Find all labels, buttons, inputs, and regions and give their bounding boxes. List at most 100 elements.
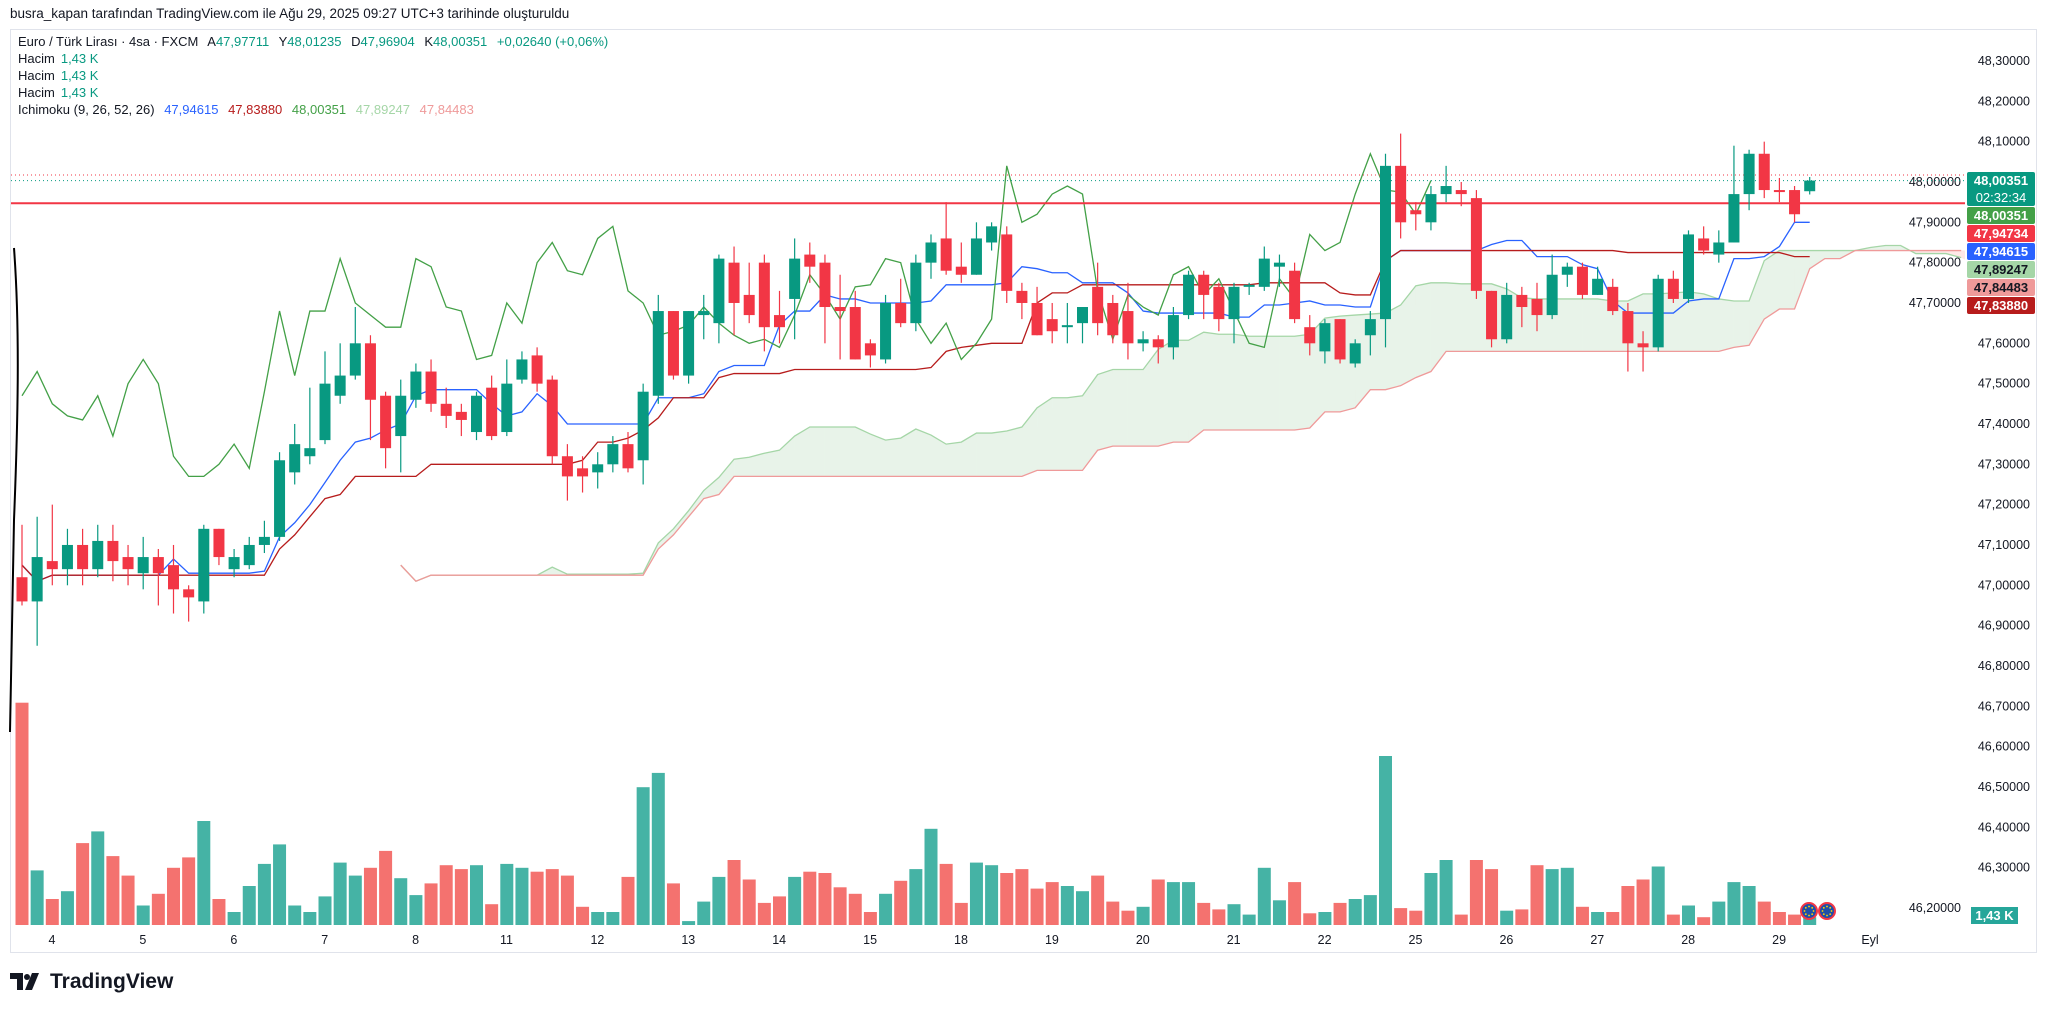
candle-up xyxy=(1425,194,1437,223)
candle-up xyxy=(1546,274,1558,316)
volume-bar xyxy=(1000,873,1014,925)
candle-up xyxy=(516,359,528,380)
cloud-segment xyxy=(840,426,856,477)
candle-down xyxy=(380,395,392,449)
candle-up xyxy=(1273,262,1285,267)
cloud-segment xyxy=(1688,291,1704,352)
cloud-segment xyxy=(855,426,871,477)
cloud-segment xyxy=(1915,250,1931,254)
flag-star xyxy=(1822,913,1825,916)
time-tick-label: 5 xyxy=(139,933,146,947)
price-tick-label: 47,40000 xyxy=(1978,417,2030,431)
volume-bar xyxy=(1409,910,1423,925)
cloud-segment xyxy=(946,442,962,477)
tradingview-logo-icon xyxy=(10,973,39,990)
candle-up xyxy=(607,444,619,465)
tradingview-logo[interactable]: TradingView xyxy=(10,970,173,994)
volume-value: 1,43 K xyxy=(60,68,99,83)
cloud-segment xyxy=(870,434,886,477)
cloud-segment xyxy=(1461,283,1477,352)
cloud-segment xyxy=(1203,332,1219,431)
volume-bar xyxy=(318,896,332,925)
cloud-segment xyxy=(1234,334,1250,431)
volume-bar xyxy=(394,878,408,925)
candle-down xyxy=(213,528,225,558)
volume-bar xyxy=(1469,860,1483,925)
volume-bar xyxy=(470,865,483,925)
candle-down xyxy=(1667,278,1679,299)
candle-up xyxy=(61,544,73,570)
volume-bar xyxy=(1606,912,1620,925)
candle-up xyxy=(1319,323,1331,352)
price-tick-label: 47,60000 xyxy=(1978,336,2030,350)
cloud-segment xyxy=(1718,298,1734,352)
volume-bar xyxy=(1091,875,1105,925)
cloud-segment xyxy=(1870,245,1886,251)
ichimoku-legend[interactable]: Ichimoku (9, 26, 52, 26) 47,94615 47,838… xyxy=(18,101,614,118)
price-tag: 47,94615 xyxy=(1967,243,2035,261)
time-tick-label: Eyl xyxy=(1861,933,1878,947)
time-tick-label: 28 xyxy=(1681,933,1695,947)
price-tag: 47,84483 xyxy=(1967,279,2035,297)
candle-down xyxy=(455,411,467,420)
candle-up xyxy=(1743,153,1755,195)
close-label: K xyxy=(424,34,434,49)
candle-up xyxy=(304,448,316,457)
volume-bar xyxy=(1030,888,1044,925)
candle-down xyxy=(1758,153,1770,191)
candle-up xyxy=(880,302,892,360)
cloud-segment xyxy=(1764,250,1780,320)
candle-down xyxy=(152,557,164,574)
cloud-segment xyxy=(1885,245,1901,251)
candle-down xyxy=(46,561,58,570)
volume-bar xyxy=(1348,899,1362,925)
volume-bar xyxy=(742,879,756,925)
flag-circle xyxy=(1800,902,1818,920)
logo-text: TradingView xyxy=(50,970,174,993)
symbol-title[interactable]: Euro / Türk Lirası · 4sa · FXCM xyxy=(18,34,199,49)
volume-legend-1[interactable]: Hacim 1,43 K xyxy=(18,50,614,67)
candle-up xyxy=(970,238,982,275)
volume-bar xyxy=(606,912,620,925)
cloud-segment xyxy=(1355,314,1371,408)
volume-bar xyxy=(1106,901,1120,925)
volume-bar xyxy=(530,871,544,925)
cloud-segment xyxy=(1446,282,1462,352)
flag-star xyxy=(1826,905,1828,908)
volume-legend-2[interactable]: Hacim 1,43 K xyxy=(18,67,614,84)
volume-bar xyxy=(303,912,317,925)
candle-down xyxy=(107,540,119,562)
close-value: 48,00351 xyxy=(433,34,488,49)
time-tick-label: 27 xyxy=(1590,933,1604,947)
drawing-curve[interactable] xyxy=(9,247,19,733)
candle-up xyxy=(1077,307,1088,324)
candle-down xyxy=(1198,274,1210,295)
volume-bar xyxy=(1136,906,1150,925)
candle-down xyxy=(622,444,634,469)
price-tick-label: 48,10000 xyxy=(1978,135,2030,149)
volume-bar xyxy=(773,896,786,925)
volume-bar xyxy=(954,902,968,925)
symbol-row: Euro / Türk Lirası · 4sa · FXCM A47,9771… xyxy=(18,33,614,50)
volume-legend-3[interactable]: Hacim 1,43 K xyxy=(18,84,614,101)
cloud-segment xyxy=(1779,250,1795,310)
candle-down xyxy=(1031,302,1043,336)
candle-down xyxy=(577,468,589,477)
volume-bar xyxy=(212,899,226,925)
time-tick-label: 11 xyxy=(500,933,513,947)
volume-bar xyxy=(1303,913,1317,925)
cloud-segment xyxy=(1430,282,1447,372)
cloud-segment xyxy=(1294,334,1310,431)
cloud-segment xyxy=(1158,340,1174,447)
volume-value: 1,43 K xyxy=(60,51,99,66)
candle-up xyxy=(228,557,240,570)
candle-down xyxy=(1304,327,1316,344)
volume-bar xyxy=(1757,901,1771,925)
candle-down xyxy=(895,302,907,324)
volume-bar xyxy=(1060,886,1074,925)
candle-up xyxy=(334,375,346,396)
candle-up xyxy=(258,536,270,545)
volume-bar xyxy=(1257,867,1271,925)
flag-star xyxy=(1811,913,1814,916)
